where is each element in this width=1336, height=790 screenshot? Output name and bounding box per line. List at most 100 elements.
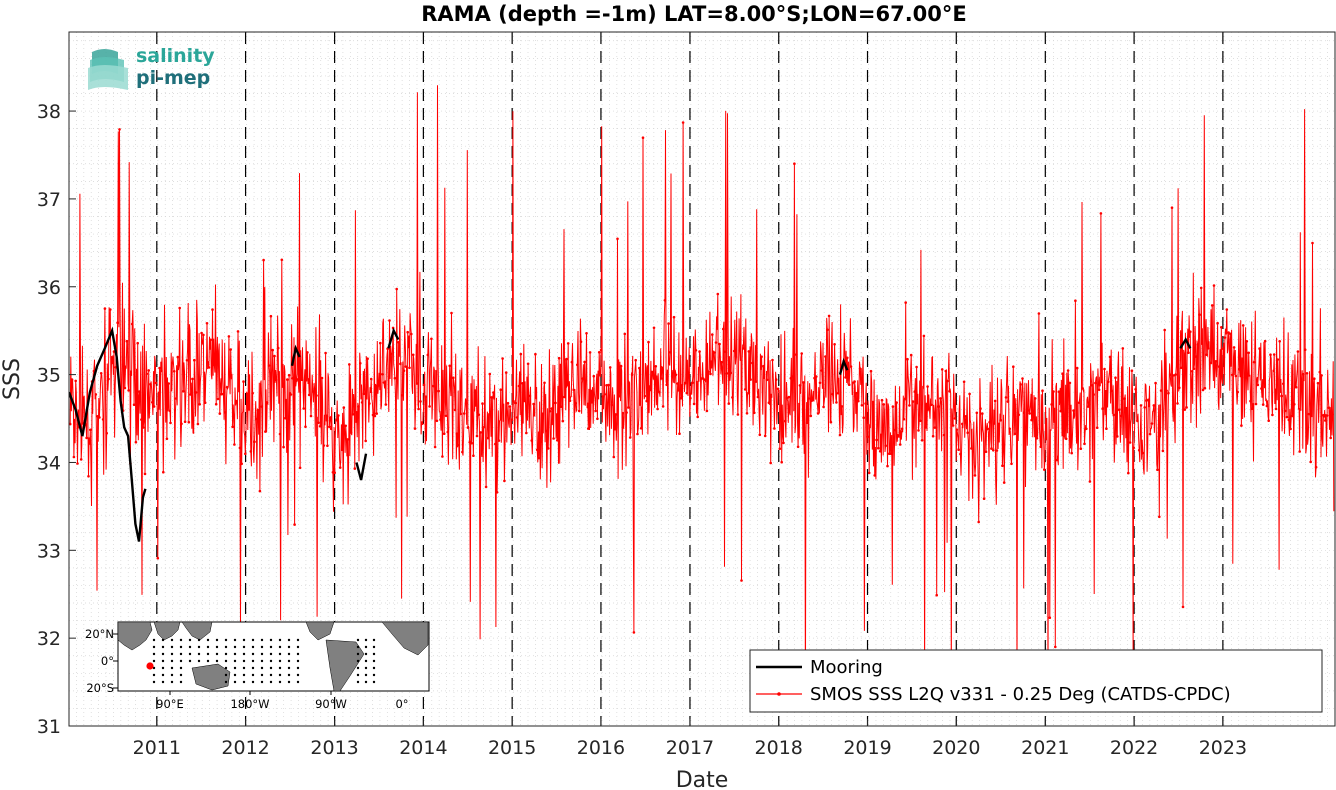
smos-point [749,378,752,381]
smos-point [525,431,528,435]
smos-point [826,328,829,332]
smos-point [329,427,333,431]
smos-point [858,367,862,370]
smos-point [891,405,895,408]
smos-point [957,448,960,452]
smos-point [802,381,805,384]
smos-point [304,425,307,429]
smos-point [689,396,692,400]
smos-point [913,390,917,393]
smos-point [307,393,311,397]
smos-point [400,394,404,397]
smos-point [683,381,687,385]
series-mooring [69,326,1192,542]
smos-point [634,358,637,362]
smos-point [1168,373,1172,377]
smos-point [453,408,457,412]
smos-point [174,397,178,400]
smos-point [1044,437,1048,441]
smos-point [225,385,229,389]
smos-point [570,360,574,364]
smos-point [519,352,523,356]
smos-point [194,391,198,394]
smos-point [904,301,907,304]
smos-point [1035,436,1039,440]
x-tick-label: 2018 [755,737,803,759]
inset-station-dot [260,645,264,649]
smos-point [795,353,798,356]
smos-point [743,388,747,391]
smos-point [919,419,922,423]
smos-point [1050,403,1053,406]
smos-point [588,351,592,354]
inset-station-dot [215,659,219,663]
smos-point [990,447,993,450]
smos-point [621,411,625,415]
smos-point [1097,388,1101,392]
smos-point [707,370,710,374]
inset-station-dot [356,659,360,663]
smos-point [618,394,621,398]
smos-point [849,365,853,368]
inset-station-dot [242,659,246,663]
smos-point [672,315,676,319]
smos-point [561,419,565,423]
smos-point [1141,451,1145,455]
smos-point [132,403,136,407]
smos-point [1298,450,1301,453]
smos-point [893,428,897,432]
inset-station-dot [152,680,156,684]
inset-station-dot [287,652,291,656]
smos-point [1088,480,1092,483]
smos-point [127,389,130,392]
smos-point [1068,381,1072,385]
smos-point [771,358,774,362]
smos-point [824,355,827,358]
smos-point [1077,401,1081,405]
smos-point [898,443,902,446]
smos-point [130,322,134,326]
smos-point [380,373,384,376]
smos-point [831,392,834,396]
inset-station-dot [242,680,246,684]
smos-point [473,389,477,392]
smos-point [521,382,524,385]
inset-station-dot [215,638,219,642]
smos-point [233,443,236,446]
smos-point [860,404,864,407]
smos-point [1154,381,1157,385]
inset-land-australia [191,663,231,691]
smos-point [450,311,453,315]
smos-point [906,357,909,361]
smos-point [1318,370,1322,374]
smos-point [816,412,820,415]
inset-station-dot [224,652,228,656]
smos-point [774,378,778,381]
smos-point [1163,328,1166,332]
inset-lon-label-90w: 90°W [315,697,347,711]
smos-point [1125,406,1128,410]
inset-station-dot [278,652,282,656]
inset-station-dot [242,673,246,677]
mooring-line [69,326,147,542]
smos-point [470,441,473,445]
inset-station-dot [161,666,165,670]
smos-point [931,434,935,438]
smos-point [601,395,605,398]
smos-point [563,395,566,399]
inset-station-dot [152,638,156,642]
inset-station-dot [224,638,228,642]
smos-point [1329,436,1332,440]
smos-point [203,401,207,405]
smos-point [718,342,721,346]
smos-point [661,405,665,408]
smos-point [408,366,411,370]
smos-point [647,340,650,344]
inset-station-dot [364,645,368,649]
smos-point [948,390,951,393]
smos-point [326,444,329,448]
smos-point [346,438,349,441]
inset-station-dot [278,638,282,642]
smos-point [579,340,583,344]
smos-point [72,455,76,459]
